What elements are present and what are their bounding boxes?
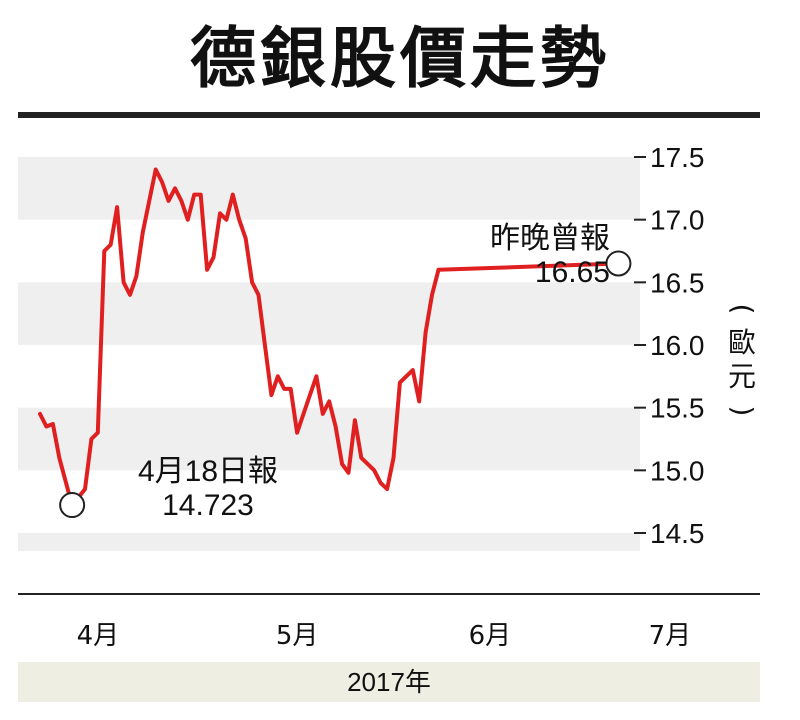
x-tick-label: 6月 (469, 621, 512, 651)
gridline-bands (18, 157, 640, 551)
chart-title: 德銀股價走勢 (190, 19, 610, 97)
y-tick-label: 17.0 (650, 205, 705, 236)
y-tick-label: 15.0 (650, 455, 705, 486)
annotation-markers (59, 250, 632, 519)
unit-open-paren: ( (726, 303, 759, 315)
x-tick-labels: 4月 5月 6月 7月 (77, 621, 692, 651)
x-tick-label: 7月 (649, 621, 692, 651)
x-tick-label: 4月 (77, 621, 120, 651)
price-series (38, 167, 621, 508)
y-tick-label: 17.5 (650, 142, 705, 173)
grid-band (18, 407, 640, 471)
annotation-latest-value: 16.65 (534, 256, 610, 289)
annotation-marker (605, 250, 632, 277)
y-tick-label: 14.5 (650, 518, 705, 549)
y-axis: 17.5 17.0 16.5 16.0 15.5 15.0 14.5 (634, 142, 705, 549)
grid-band (18, 533, 640, 551)
y-tick-label: 16.5 (650, 267, 705, 298)
x-tick-label: 5月 (276, 621, 319, 651)
annotation-low-label: 4月18日報 (137, 455, 279, 488)
annotation-low-value: 14.723 (162, 489, 254, 522)
year-label: 2017年 (18, 662, 760, 702)
y-axis-unit: ( 歐元 ) (722, 292, 762, 428)
annotation-low: 4月18日報 14.723 (118, 455, 298, 523)
title-rule (18, 112, 760, 118)
unit-text: 歐元 (727, 326, 756, 393)
unit-close-paren: ) (726, 405, 759, 417)
grid-band (18, 157, 640, 220)
grid-band (18, 282, 640, 345)
annotation-latest-label: 昨晚曾報 (490, 222, 610, 255)
annotation-marker (59, 492, 86, 519)
y-tick-label: 16.0 (650, 330, 705, 361)
price-line (38, 167, 621, 508)
y-tick-label: 15.5 (650, 393, 705, 424)
annotation-latest: 昨晚曾報 16.65 (460, 222, 610, 290)
